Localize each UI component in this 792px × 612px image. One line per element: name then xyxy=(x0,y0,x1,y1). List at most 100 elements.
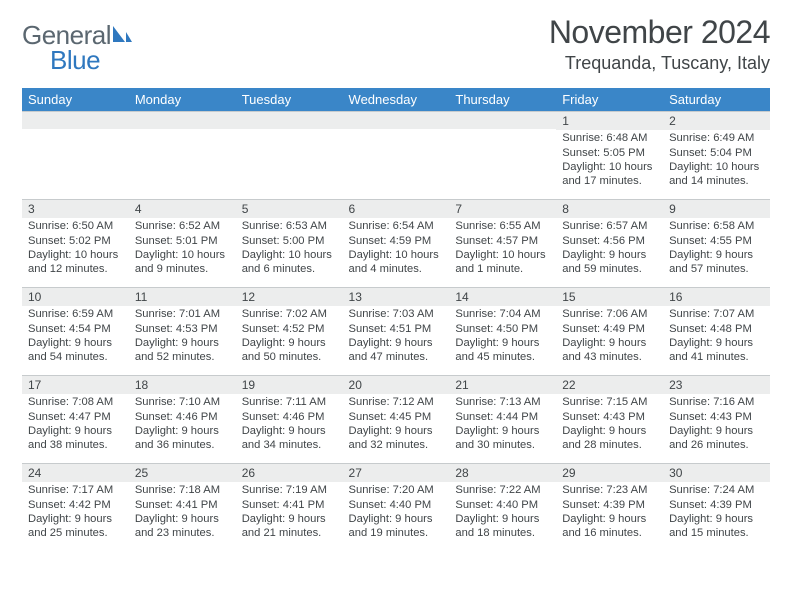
sunset-text: Sunset: 5:00 PM xyxy=(242,234,337,248)
day-number-row xyxy=(449,111,556,129)
calendar-week: 3Sunrise: 6:50 AMSunset: 5:02 PMDaylight… xyxy=(22,199,770,287)
sunset-text: Sunset: 4:52 PM xyxy=(242,322,337,336)
sunset-text: Sunset: 4:48 PM xyxy=(669,322,764,336)
blank-day-cell xyxy=(22,111,129,199)
day-info: Sunrise: 6:50 AMSunset: 5:02 PMDaylight:… xyxy=(22,218,129,276)
daylight-text: Daylight: 9 hours and 57 minutes. xyxy=(669,248,764,277)
day-number: 24 xyxy=(28,466,41,480)
day-number-row: 30 xyxy=(663,463,770,482)
day-number-row: 18 xyxy=(129,375,236,394)
calendar-head: SundayMondayTuesdayWednesdayThursdayFrid… xyxy=(22,88,770,111)
day-number: 21 xyxy=(455,378,468,392)
month-title: November 2024 xyxy=(549,14,770,51)
day-info: Sunrise: 6:58 AMSunset: 4:55 PMDaylight:… xyxy=(663,218,770,276)
daylight-text: Daylight: 9 hours and 32 minutes. xyxy=(349,424,444,453)
daylight-text: Daylight: 9 hours and 38 minutes. xyxy=(28,424,123,453)
day-number: 2 xyxy=(669,114,676,128)
day-number-row: 16 xyxy=(663,287,770,306)
day-cell: 25Sunrise: 7:18 AMSunset: 4:41 PMDayligh… xyxy=(129,463,236,551)
day-info: Sunrise: 7:13 AMSunset: 4:44 PMDaylight:… xyxy=(449,394,556,452)
logo-blue: Blue xyxy=(50,45,100,75)
sunset-text: Sunset: 4:41 PM xyxy=(135,498,230,512)
daylight-text: Daylight: 10 hours and 12 minutes. xyxy=(28,248,123,277)
day-number: 4 xyxy=(135,202,142,216)
sunrise-text: Sunrise: 7:12 AM xyxy=(349,395,444,409)
sunset-text: Sunset: 4:53 PM xyxy=(135,322,230,336)
day-number-row: 12 xyxy=(236,287,343,306)
day-number-row: 3 xyxy=(22,199,129,218)
day-info: Sunrise: 7:11 AMSunset: 4:46 PMDaylight:… xyxy=(236,394,343,452)
sunrise-text: Sunrise: 7:17 AM xyxy=(28,483,123,497)
sunset-text: Sunset: 5:02 PM xyxy=(28,234,123,248)
calendar-week: 1Sunrise: 6:48 AMSunset: 5:05 PMDaylight… xyxy=(22,111,770,199)
day-cell: 28Sunrise: 7:22 AMSunset: 4:40 PMDayligh… xyxy=(449,463,556,551)
day-info: Sunrise: 7:17 AMSunset: 4:42 PMDaylight:… xyxy=(22,482,129,540)
day-number: 30 xyxy=(669,466,682,480)
daylight-text: Daylight: 10 hours and 1 minute. xyxy=(455,248,550,277)
day-number-row: 2 xyxy=(663,111,770,130)
sunset-text: Sunset: 4:46 PM xyxy=(135,410,230,424)
day-info: Sunrise: 7:04 AMSunset: 4:50 PMDaylight:… xyxy=(449,306,556,364)
day-cell: 27Sunrise: 7:20 AMSunset: 4:40 PMDayligh… xyxy=(343,463,450,551)
day-number: 7 xyxy=(455,202,462,216)
day-cell: 21 Sunrise: 7:13 AMSunset: 4:44 PMDayligh… xyxy=(449,375,556,463)
sunset-text: Sunset: 4:42 PM xyxy=(28,498,123,512)
day-info xyxy=(236,129,343,199)
day-number-row: 19 xyxy=(236,375,343,394)
day-number-row xyxy=(236,111,343,129)
sunset-text: Sunset: 4:56 PM xyxy=(562,234,657,248)
calendar-page: GeneralBlue November 2024 Trequanda, Tus… xyxy=(0,0,792,612)
day-cell: 12Sunrise: 7:02 AMSunset: 4:52 PMDayligh… xyxy=(236,287,343,375)
sunrise-text: Sunrise: 6:52 AM xyxy=(135,219,230,233)
day-number: 15 xyxy=(562,290,575,304)
daylight-text: Daylight: 9 hours and 23 minutes. xyxy=(135,512,230,541)
day-cell: 18 Sunrise: 7:10 AMSunset: 4:46 PMDayligh… xyxy=(129,375,236,463)
day-number-row: 28 xyxy=(449,463,556,482)
sunset-text: Sunset: 4:43 PM xyxy=(669,410,764,424)
day-number-row: 6 xyxy=(343,199,450,218)
sunrise-text: Sunrise: 7:04 AM xyxy=(455,307,550,321)
day-number-row: 11 xyxy=(129,287,236,306)
sunset-text: Sunset: 4:41 PM xyxy=(242,498,337,512)
day-info: Sunrise: 7:15 AMSunset: 4:43 PMDaylight:… xyxy=(556,394,663,452)
logo: GeneralBlue xyxy=(22,14,133,82)
sunrise-text: Sunrise: 7:10 AM xyxy=(135,395,230,409)
sunrise-text: Sunrise: 7:20 AM xyxy=(349,483,444,497)
sunrise-text: Sunrise: 7:13 AM xyxy=(455,395,550,409)
sunrise-text: Sunrise: 6:54 AM xyxy=(349,219,444,233)
day-number-row: 21 xyxy=(449,375,556,394)
blank-day-cell xyxy=(449,111,556,199)
sunrise-text: Sunrise: 7:06 AM xyxy=(562,307,657,321)
day-number-row: 8 xyxy=(556,199,663,218)
day-number: 18 xyxy=(135,378,148,392)
daylight-text: Daylight: 9 hours and 36 minutes. xyxy=(135,424,230,453)
sunrise-text: Sunrise: 6:55 AM xyxy=(455,219,550,233)
day-cell: 4Sunrise: 6:52 AMSunset: 5:01 PMDaylight… xyxy=(129,199,236,287)
sunset-text: Sunset: 4:47 PM xyxy=(28,410,123,424)
day-number-row: 20 xyxy=(343,375,450,394)
day-number-row: 29 xyxy=(556,463,663,482)
sunset-text: Sunset: 4:57 PM xyxy=(455,234,550,248)
day-info xyxy=(449,129,556,199)
sunrise-text: Sunrise: 7:16 AM xyxy=(669,395,764,409)
weekday-header: Saturday xyxy=(663,88,770,111)
daylight-text: Daylight: 9 hours and 18 minutes. xyxy=(455,512,550,541)
day-info: Sunrise: 7:12 AMSunset: 4:45 PMDaylight:… xyxy=(343,394,450,452)
sunrise-text: Sunrise: 7:19 AM xyxy=(242,483,337,497)
sunrise-text: Sunrise: 7:23 AM xyxy=(562,483,657,497)
daylight-text: Daylight: 10 hours and 6 minutes. xyxy=(242,248,337,277)
daylight-text: Daylight: 9 hours and 45 minutes. xyxy=(455,336,550,365)
calendar-body: 1Sunrise: 6:48 AMSunset: 5:05 PMDaylight… xyxy=(22,111,770,551)
day-cell: 3Sunrise: 6:50 AMSunset: 5:02 PMDaylight… xyxy=(22,199,129,287)
day-number: 29 xyxy=(562,466,575,480)
sunrise-text: Sunrise: 7:07 AM xyxy=(669,307,764,321)
day-info: Sunrise: 6:53 AMSunset: 5:00 PMDaylight:… xyxy=(236,218,343,276)
day-cell: 2Sunrise: 6:49 AMSunset: 5:04 PMDaylight… xyxy=(663,111,770,199)
day-info: Sunrise: 7:08 AMSunset: 4:47 PMDaylight:… xyxy=(22,394,129,452)
day-info: Sunrise: 6:59 AMSunset: 4:54 PMDaylight:… xyxy=(22,306,129,364)
sunrise-text: Sunrise: 6:53 AM xyxy=(242,219,337,233)
sunset-text: Sunset: 4:40 PM xyxy=(349,498,444,512)
day-cell: 10Sunrise: 6:59 AMSunset: 4:54 PMDayligh… xyxy=(22,287,129,375)
day-number: 5 xyxy=(242,202,249,216)
sunrise-text: Sunrise: 6:49 AM xyxy=(669,131,764,145)
